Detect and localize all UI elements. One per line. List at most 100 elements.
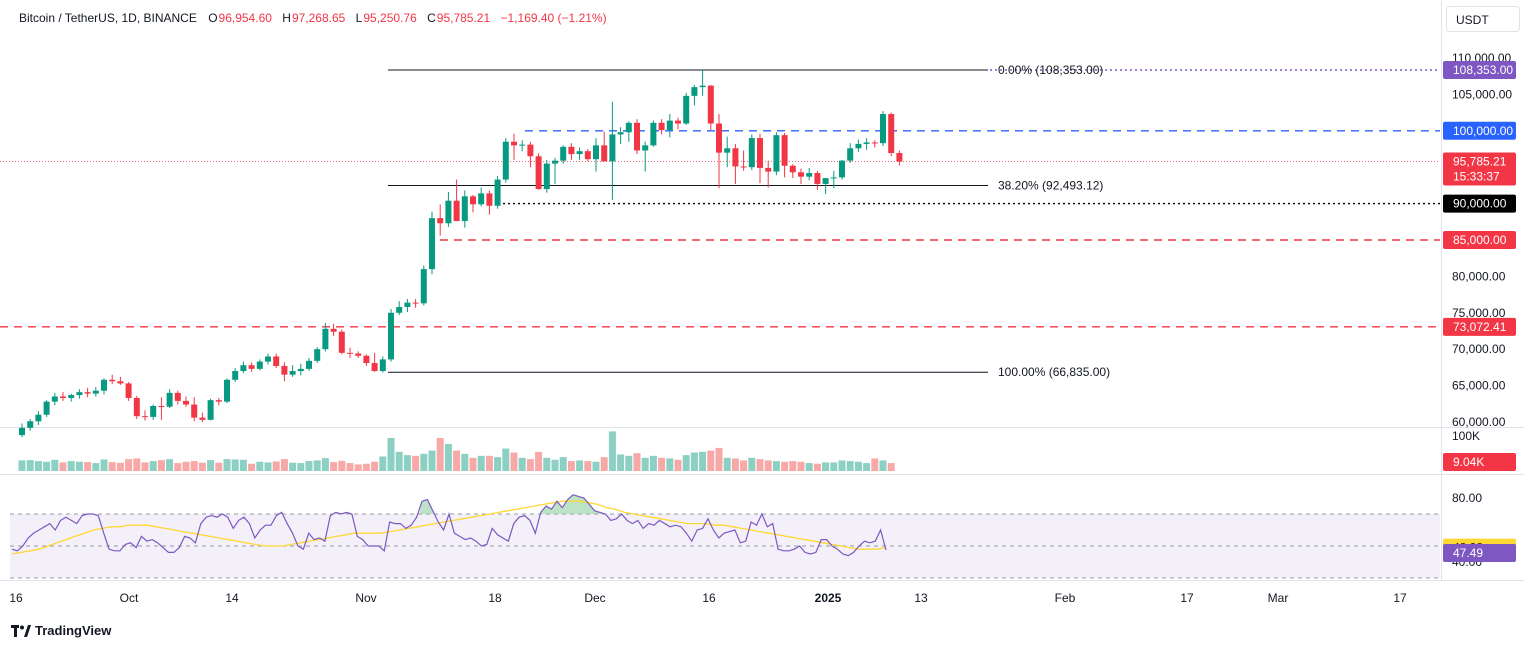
candle-body (699, 85, 706, 88)
volume-bar (412, 455, 420, 471)
tag-100000: 100,000.00 (1443, 121, 1516, 140)
candle-body (388, 312, 394, 360)
tag-rsi: 47.49 (1443, 544, 1516, 563)
volume-bar (887, 463, 895, 471)
volume-bar (625, 455, 633, 471)
change-value: −1,169.40 (−1.21%) (500, 11, 607, 25)
volume-bar (338, 460, 346, 471)
candle-body (256, 361, 263, 369)
volume-bar (321, 458, 329, 471)
volume-bar (133, 458, 141, 471)
candle-body (322, 328, 329, 350)
volume-bar (584, 461, 592, 471)
time-tick-label: 2025 (815, 591, 842, 605)
time-tick-label: 13 (914, 591, 928, 605)
volume-bar (223, 459, 231, 471)
candle-body (494, 179, 501, 206)
volume-bar (453, 450, 461, 471)
volume-bar (280, 459, 288, 471)
candle-body (691, 87, 698, 96)
tag-last-price-text: 95,785.21 (1453, 154, 1507, 168)
candle-body (822, 178, 829, 184)
candle-body (453, 200, 460, 222)
time-tick-label: 16 (702, 591, 716, 605)
candle-body (183, 400, 189, 405)
volume-bar (297, 463, 305, 471)
volume-bar (313, 460, 321, 471)
volume-bar (682, 455, 690, 471)
tag-volume-text: 9.04K (1453, 455, 1484, 469)
tradingview-logo-icon (11, 624, 31, 637)
candle-body (470, 196, 476, 205)
volume-bar (707, 450, 715, 471)
tag-90000: 90,000.00 (1443, 194, 1516, 213)
volume-bar (871, 458, 879, 471)
volume-bar (526, 459, 534, 471)
volume-bar (92, 463, 100, 471)
volume-bar (354, 464, 362, 471)
volume-bar (371, 461, 379, 471)
candle-body (847, 148, 854, 161)
volume-bar (264, 462, 272, 471)
candle-body (289, 371, 296, 375)
candle-body (338, 331, 345, 353)
volume-bar (149, 461, 157, 471)
candle-body (150, 405, 157, 417)
volume-bar (67, 461, 75, 471)
tradingview-logo[interactable]: TradingView (11, 623, 111, 638)
candle-body (855, 143, 862, 149)
time-tick-label: Oct (120, 591, 139, 605)
candle-body (798, 172, 804, 177)
candle-body (502, 141, 509, 180)
volume-bar (723, 457, 731, 471)
candle-body (781, 135, 788, 166)
candle-body (19, 427, 25, 436)
tag-90000-bg (1443, 194, 1516, 213)
volume-bar (633, 453, 641, 471)
tag-73072-text: 73,072.41 (1453, 320, 1507, 334)
volume-bar (518, 457, 526, 471)
candle-body (109, 379, 116, 382)
volume-bar (125, 459, 133, 471)
volume-bar (543, 457, 551, 471)
volume-bar (592, 461, 600, 471)
candle-body (650, 122, 657, 146)
time-tick-label: 17 (1393, 591, 1407, 605)
volume-bar (731, 458, 739, 471)
candle-body (101, 379, 107, 391)
candle-body (486, 193, 493, 206)
currency-button[interactable]: USDT (1446, 6, 1520, 32)
open-key: O (208, 11, 218, 25)
candle-body (568, 146, 575, 155)
candle-body (355, 353, 362, 356)
volume-bar (43, 461, 51, 471)
volume-bar (395, 451, 403, 471)
candle-body (314, 349, 321, 361)
price-tick-label: 70,000.00 (1452, 342, 1506, 356)
candle-body (51, 396, 58, 402)
candle-body (347, 352, 353, 354)
volume-bar (756, 459, 764, 471)
tag-volume: 9.04K (1443, 453, 1516, 471)
candle-body (240, 365, 247, 372)
candle-body (683, 95, 690, 124)
candle-body (437, 218, 444, 224)
volume-bar (805, 463, 813, 471)
volume-bar (781, 461, 789, 471)
tag-rsi-bg (1443, 544, 1516, 563)
tag-100000-text: 100,000.00 (1453, 124, 1513, 138)
candle-body (420, 269, 427, 304)
volume-bar (813, 463, 821, 471)
volume-bar (75, 461, 83, 471)
candle-body (461, 196, 468, 222)
rsi-line (11, 494, 887, 557)
volume-bar (666, 458, 674, 471)
open-value: 96,954.60 (218, 11, 272, 25)
volume-bar (59, 462, 67, 471)
rsi-tick-label: 80.00 (1452, 491, 1482, 505)
volume-bar (166, 459, 174, 471)
candle-body (601, 145, 608, 162)
price-tick-label: 105,000.00 (1452, 87, 1512, 101)
volume-bar (379, 456, 387, 471)
